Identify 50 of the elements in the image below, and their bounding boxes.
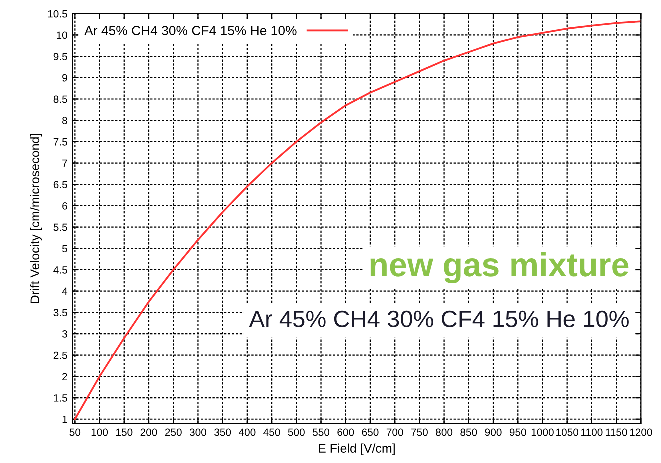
x-tick-label: 750 (412, 428, 428, 436)
x-tick-label: 100 (92, 428, 108, 436)
x-tick-label: 950 (510, 428, 526, 436)
x-tick-label: 300 (190, 428, 206, 436)
line-series (74, 20, 642, 420)
legend-label: Ar 45% CH4 30% CF4 15% He 10% (84, 26, 297, 36)
x-tick-label: 400 (238, 428, 256, 436)
y-tick-label: 2 (62, 373, 68, 380)
annotation: Ar 45% CH4 30% CF4 15% He 10% (249, 310, 629, 328)
x-tick-label: 550 (312, 428, 330, 436)
x-tick-label: 350 (214, 428, 232, 436)
y-tick-label: 6 (62, 202, 68, 210)
x-tick-label: 1050 (556, 428, 579, 436)
x-tick-label: 650 (362, 428, 379, 436)
x-tick-label: 700 (386, 428, 404, 436)
y-tick-label: 5 (62, 245, 68, 253)
y-tick-label: 9.5 (54, 53, 68, 60)
x-tick-label: 500 (288, 428, 305, 436)
y-tick-label: 3 (62, 330, 68, 338)
y-tick-label: 1 (62, 416, 68, 424)
x-tick-label: 900 (485, 428, 502, 436)
annotation: new gas mixture (370, 252, 629, 284)
x-axis-title: E Field [V/cm] (319, 444, 395, 456)
x-tick-label: 250 (165, 428, 182, 436)
y-tick-label: 10 (57, 32, 68, 40)
x-tick-label: 850 (460, 428, 478, 436)
y-tick-label: 7.5 (54, 138, 68, 146)
y-tick-label: 10.5 (48, 10, 68, 18)
y-tick-label: 6.5 (54, 181, 68, 188)
y-tick-label: 2.5 (54, 352, 68, 360)
x-tick-label: 1100 (582, 428, 603, 436)
y-tick-label: 3.5 (54, 309, 68, 317)
y-tick-label: 5.5 (54, 224, 68, 232)
y-tick-label: 8 (62, 117, 68, 124)
y-tick-label: 9 (62, 74, 68, 82)
x-tick-label: 600 (338, 428, 354, 436)
x-tick-label: 150 (116, 428, 133, 436)
x-tick-label: 1150 (606, 428, 628, 436)
y-tick-label: 4 (62, 288, 68, 296)
y-tick-label: 8.5 (54, 96, 68, 104)
y-tick-label: 4.5 (54, 266, 68, 274)
x-tick-label: 200 (140, 428, 158, 436)
y-axis-title: Drift Velocity [cm/microsecond] (30, 134, 42, 304)
x-tick-label: 800 (436, 428, 453, 436)
x-tick-label: 50 (70, 428, 81, 436)
y-tick-label: 1.5 (54, 394, 68, 402)
x-tick-label: 450 (264, 428, 280, 436)
x-tick-label: 1000 (532, 428, 554, 436)
y-tick-label: 7 (62, 160, 68, 168)
x-tick-label: 1200 (630, 428, 652, 436)
